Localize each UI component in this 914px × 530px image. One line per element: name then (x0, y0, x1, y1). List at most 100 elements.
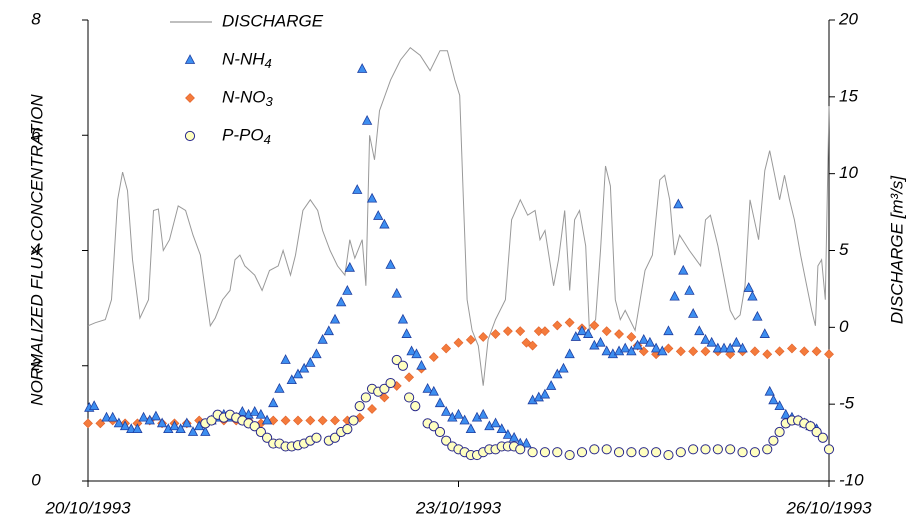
triangle-marker (311, 348, 322, 359)
diamond-marker (774, 346, 785, 357)
circle-marker (589, 444, 600, 455)
y2-tick-label: 20 (838, 9, 858, 28)
triangle-marker (768, 394, 779, 405)
triangle-marker (373, 210, 384, 220)
triangle-marker (298, 362, 310, 373)
diamond-marker (293, 415, 303, 426)
diamond-marker (540, 326, 550, 337)
triangle-marker (737, 342, 748, 353)
triangle-marker (764, 385, 775, 396)
triangle-marker (657, 345, 668, 356)
triangle-marker (126, 423, 137, 434)
y2-tick-label: 10 (839, 163, 858, 182)
diamond-marker (626, 332, 637, 342)
triangle-marker (336, 296, 347, 307)
circle-marker (552, 447, 563, 458)
triangle-marker (249, 405, 260, 416)
diamond-marker (465, 334, 476, 345)
diamond-marker (688, 346, 699, 357)
circle-marker (564, 449, 575, 461)
circle-marker (762, 444, 773, 455)
triangle-marker (119, 420, 131, 431)
triangle-marker (317, 333, 328, 344)
triangle-marker (237, 405, 248, 416)
triangle-marker (595, 336, 606, 347)
triangle-marker (187, 426, 199, 436)
diamond-marker (515, 326, 526, 337)
triangle-marker (329, 313, 341, 324)
triangle-marker (280, 354, 291, 364)
circle-marker (397, 360, 409, 371)
triangle-marker (700, 333, 711, 344)
y2-tick-label: 0 (839, 317, 849, 336)
circle-marker (651, 447, 662, 458)
triangle-marker (422, 382, 433, 393)
triangle-marker (107, 411, 118, 422)
diamond-marker (330, 415, 340, 426)
diamond-marker (787, 343, 797, 354)
triangle-marker (706, 336, 717, 347)
triangle-marker (747, 290, 758, 301)
legend-label: DISCHARGE (222, 11, 324, 30)
y-tick-label: 6 (31, 125, 41, 144)
circle-marker (688, 444, 699, 455)
triangle-marker (673, 198, 684, 209)
triangle-marker (684, 284, 695, 295)
triangle-marker (712, 342, 724, 353)
diamond-marker (749, 346, 760, 357)
diamond-marker (663, 343, 674, 354)
triangle-marker (752, 310, 763, 321)
diamond-marker (589, 320, 600, 331)
triangle-marker (261, 414, 273, 425)
circle-marker (725, 444, 736, 455)
circle-marker (255, 426, 266, 438)
circle-marker (774, 426, 785, 438)
triangle-marker (255, 408, 267, 419)
y2-tick-label: -5 (839, 394, 855, 413)
circle-marker (441, 435, 452, 446)
diamond-marker (478, 332, 489, 342)
triangle-marker (156, 417, 168, 428)
diamond-marker (601, 326, 612, 337)
series-1 (84, 63, 822, 448)
series-3 (200, 354, 835, 461)
circle-marker (385, 377, 396, 389)
circle-marker (410, 400, 421, 412)
x-tick-label: 23/10/1993 (415, 498, 502, 517)
circle-marker (391, 354, 402, 366)
circle-marker (249, 421, 260, 432)
legend-label: N-NH4 (222, 49, 272, 71)
y2-tick-label: 5 (839, 240, 849, 259)
triangle-marker (101, 411, 112, 422)
triangle-marker (552, 368, 563, 379)
circle-marker (348, 415, 359, 426)
legend-label: N-NO3 (222, 87, 273, 109)
y-tick-label: 2 (30, 355, 41, 374)
diamond-marker (564, 317, 575, 328)
circle-marker (342, 424, 353, 435)
triangle-marker (352, 184, 363, 194)
diamond-marker (552, 320, 563, 331)
triangle-marker (292, 368, 304, 379)
triangle-marker (453, 408, 464, 419)
triangle-marker (632, 339, 643, 350)
triangle-marker (132, 423, 143, 434)
triangle-marker (391, 287, 402, 298)
diamond-marker (305, 415, 316, 426)
triangle-marker (274, 382, 285, 393)
diamond-marker (428, 352, 439, 363)
circle-marker (434, 426, 446, 438)
triangle-marker (361, 114, 373, 125)
diamond-marker (185, 93, 195, 103)
triangle-marker (644, 336, 656, 347)
circle-marker (311, 432, 322, 443)
triangle-marker (379, 218, 390, 229)
circle-marker (379, 383, 390, 394)
triangle-marker (780, 408, 791, 419)
x-tick-label: 20/10/1993 (44, 498, 131, 517)
diamond-marker (824, 349, 834, 360)
triangle-marker (759, 328, 770, 338)
y-tick-label: 0 (31, 470, 41, 489)
y2-tick-label: 15 (839, 86, 858, 105)
circle-marker (823, 444, 835, 455)
